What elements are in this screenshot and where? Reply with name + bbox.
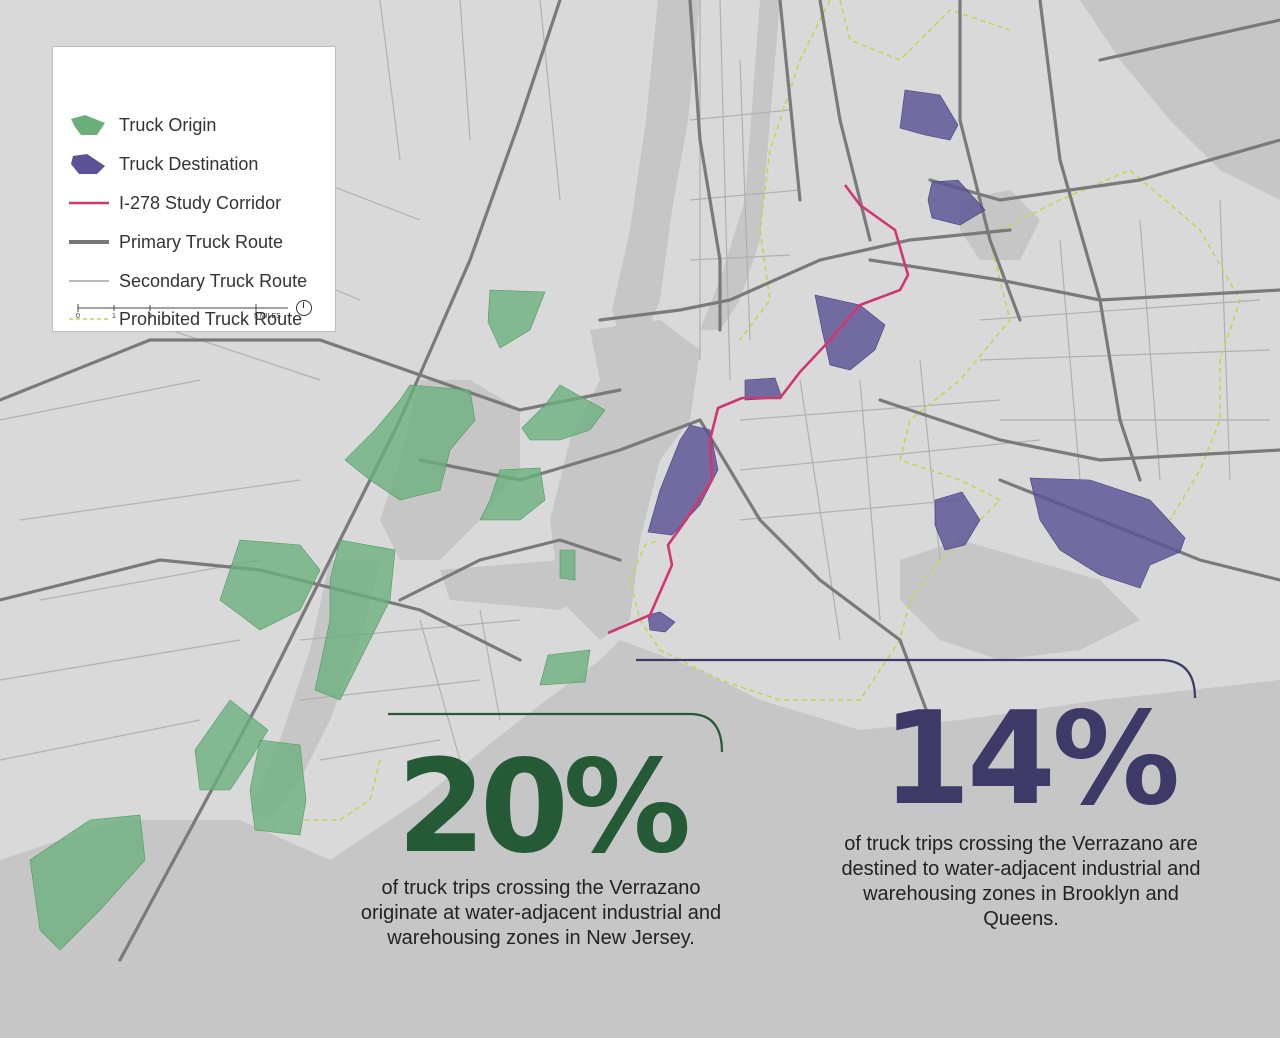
scale-bar: 0 1 2 5 MILES [76,300,312,326]
origin-zone [249,739,307,836]
scale-tick-label: 0 [76,313,80,320]
destination-zone [814,294,886,371]
origin-swatch-icon [71,115,105,135]
destination-zone [927,179,986,226]
legend-item-secondary-route: Secondary Truck Route [67,269,307,293]
truck-destination-zones [647,89,1186,633]
scale-tick-label: 5 MILES [254,313,281,320]
truck-origin-zones [29,289,606,951]
origin-percentage: 20% [396,733,691,882]
corridor-line-icon [69,201,109,205]
jamaica-bay [900,540,1140,660]
destination-zone [647,424,719,536]
legend-label: Prohibited Truck Route [119,308,303,329]
i278-study-corridor [607,184,910,635]
scale-tick-label: 1 [112,313,116,320]
destination-zone [899,89,959,141]
origin-zone [219,539,321,631]
hudson-river [612,0,700,338]
legend-item-truck-destination: Truck Destination [67,152,258,176]
destination-zone [1029,477,1186,589]
legend-item-prohibited-route: Prohibited Truck Route [67,307,302,331]
origin-zone [559,549,576,581]
legend-label: Truck Destination [119,153,259,174]
legend-item-truck-origin: Truck Origin [67,113,216,137]
destination-percentage: 14% [881,685,1180,834]
destination-zone [647,611,676,633]
map-legend: Truck Origin Truck Destination I-278 Stu… [52,46,336,332]
legend-item-primary-route: Primary Truck Route [67,230,283,254]
destination-callout-line [636,658,1197,699]
origin-zone [539,649,591,686]
origin-zone [487,289,546,349]
primary-route-line-icon [69,240,109,244]
origin-zone [29,814,146,951]
upper-bay [550,320,700,640]
legend-item-study-corridor: I-278 Study Corridor [67,191,281,215]
origin-zone [344,384,476,501]
destination-zone [744,377,783,401]
scale-tick-label: 2 [148,313,152,320]
scale-bar-line [77,304,288,312]
origin-zone [314,539,396,701]
legend-label: I-278 Study Corridor [119,192,282,213]
kill-van-kull [440,560,590,610]
secondary-route-line-icon [69,280,109,282]
legend-label: Truck Origin [119,114,217,135]
origin-callout-line [388,712,724,753]
destination-description: of truck trips crossing the Verrazano ar… [841,833,1201,930]
origin-description: of truck trips crossing the Verrazano or… [360,877,722,949]
origin-zone [521,384,606,441]
legend-label: Secondary Truck Route [119,270,308,291]
legend-label: Primary Truck Route [119,231,284,252]
origin-zone [194,699,269,791]
prohibited-truck-routes [300,0,1241,821]
destination-zone [934,491,981,551]
raritan-bay [0,640,1280,1038]
north-arrow-icon [296,300,312,316]
long-island-sound [1080,0,1280,200]
east-river [700,0,780,330]
origin-zone [479,467,546,521]
destination-swatch-icon [71,154,105,174]
